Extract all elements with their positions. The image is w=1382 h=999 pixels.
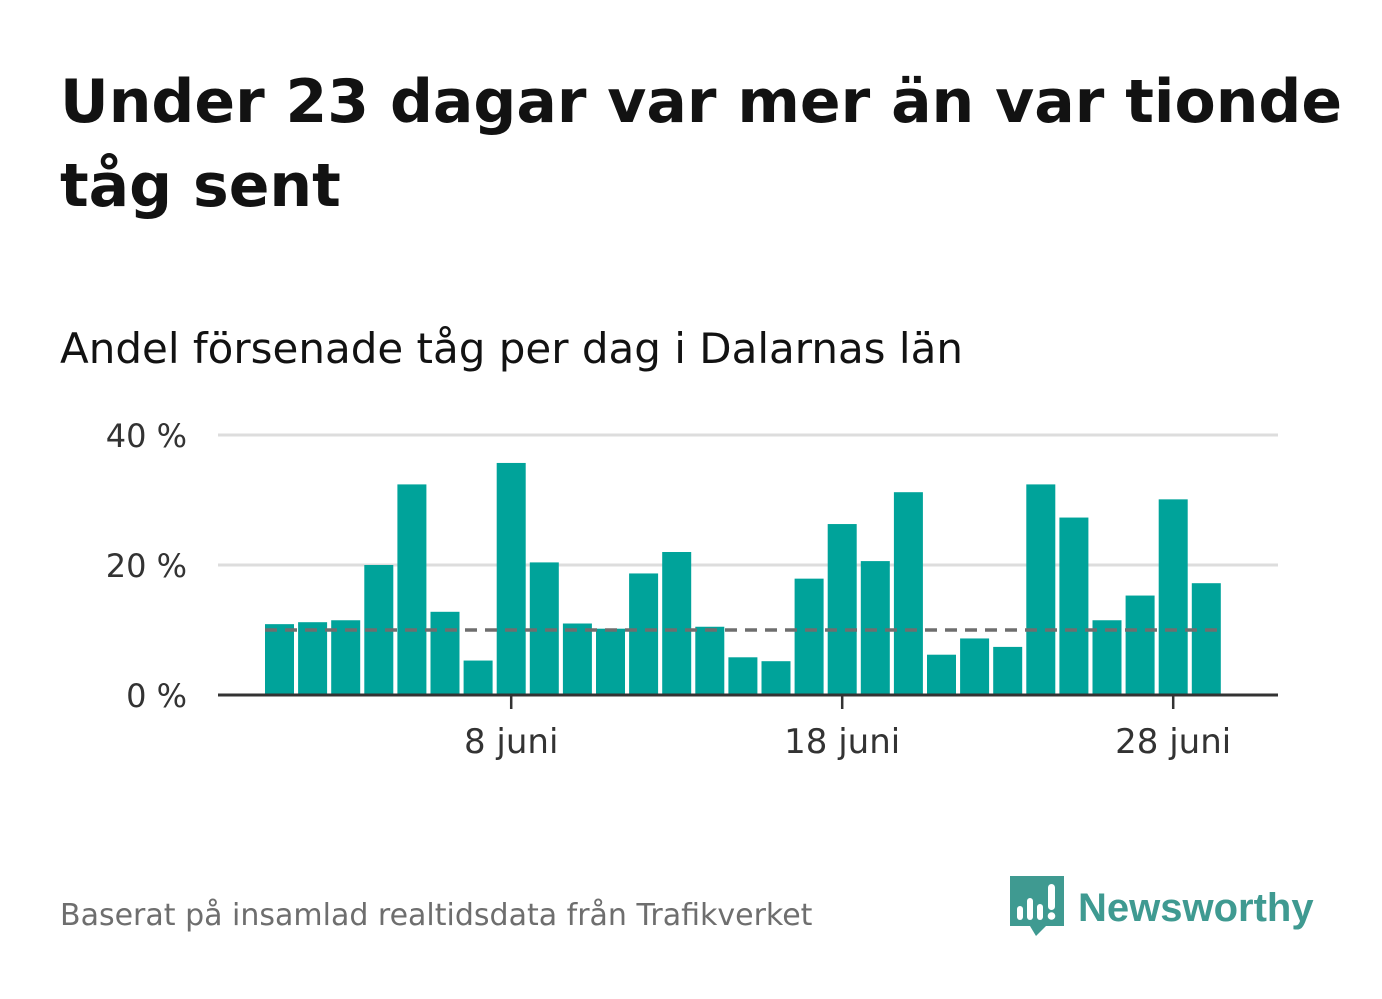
x-tick-label: 18 juni — [784, 722, 900, 762]
bar — [794, 578, 824, 695]
bar — [827, 524, 857, 695]
bar — [629, 573, 659, 695]
bar — [993, 646, 1023, 695]
source-note: Baserat på insamlad realtidsdata från Tr… — [60, 898, 813, 933]
bar — [960, 638, 990, 695]
bar — [298, 622, 328, 695]
y-tick-label: 20 % — [106, 547, 187, 585]
brand-logo: Newsworthy — [1010, 876, 1314, 940]
newsworthy-logo-icon — [1010, 876, 1064, 936]
bar — [860, 561, 890, 695]
y-tick-label: 40 % — [106, 417, 187, 455]
x-tick-label: 8 juni — [464, 722, 558, 762]
brand-name: Newsworthy — [1078, 885, 1314, 930]
bar — [463, 660, 493, 695]
bar — [695, 626, 725, 695]
bar — [265, 624, 294, 695]
bar — [728, 657, 758, 695]
bar — [1059, 517, 1089, 695]
chart-subtitle: Andel försenade tåg per dag i Dalarnas l… — [60, 324, 963, 373]
bar-chart: 0 % 20 % 40 % 8 juni 18 juni 28 juni — [106, 417, 1278, 762]
bar — [596, 628, 625, 695]
bar — [562, 623, 592, 695]
bar — [761, 661, 791, 695]
bar — [927, 654, 956, 695]
bar — [1191, 583, 1221, 695]
bar — [1092, 620, 1122, 695]
bar — [331, 620, 361, 695]
bar — [1125, 595, 1155, 695]
bar — [430, 611, 460, 695]
bar — [496, 462, 526, 695]
bar — [397, 484, 427, 695]
bar — [662, 552, 692, 695]
x-tick-label: 28 juni — [1115, 722, 1231, 762]
bar — [893, 492, 923, 695]
chart-title: Under 23 dagar var mer än var tionde tåg… — [60, 67, 1343, 221]
bar — [1158, 499, 1188, 695]
y-tick-label: 0 % — [126, 677, 187, 715]
bar — [1026, 484, 1056, 695]
